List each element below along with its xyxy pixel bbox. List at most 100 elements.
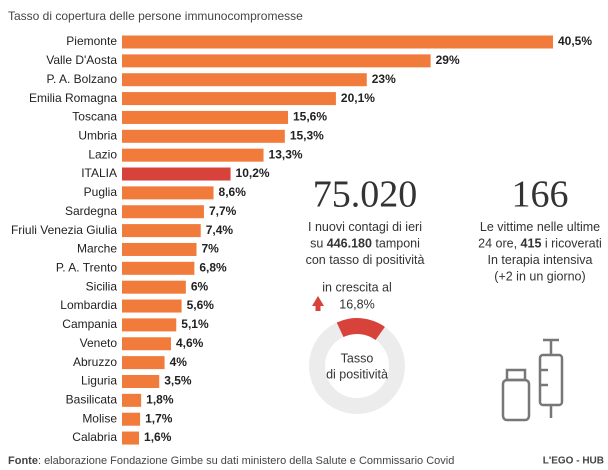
up-arrow bbox=[312, 296, 324, 306]
bar bbox=[122, 35, 553, 49]
bar bbox=[122, 412, 141, 426]
value-label: 7,4% bbox=[206, 223, 234, 237]
gauge-caption: in crescita al bbox=[322, 280, 391, 294]
category-label: Friuli Venezia Giulia bbox=[11, 223, 117, 237]
stat-caption-part: tamponi bbox=[372, 237, 420, 251]
stat-caption-part: In terapia intensiva bbox=[488, 253, 593, 267]
stat-caption-part: con tasso di positività bbox=[306, 253, 425, 267]
category-label: Molise bbox=[82, 411, 117, 425]
stat-caption-part: 415 bbox=[521, 237, 542, 251]
bar bbox=[122, 431, 140, 445]
value-label: 1,7% bbox=[145, 411, 173, 425]
category-label: Piemonte bbox=[66, 34, 117, 48]
category-label: ITALIA bbox=[81, 166, 117, 180]
bar bbox=[122, 92, 336, 106]
stat-caption: Le vittime nelle ultime bbox=[480, 220, 600, 234]
credit: L'EGO - HUB bbox=[543, 456, 604, 467]
bar bbox=[122, 261, 195, 275]
chart-title: Tasso di copertura delle persone immunoc… bbox=[8, 9, 303, 23]
value-label: 10,2% bbox=[236, 166, 270, 180]
gauge-label: Tasso bbox=[341, 351, 374, 365]
bar bbox=[122, 242, 197, 256]
stat-caption: In terapia intensiva bbox=[488, 253, 593, 267]
value-label: 4% bbox=[170, 355, 188, 369]
value-label: 3,5% bbox=[164, 374, 192, 388]
stat-caption: su 446.180 tamponi bbox=[310, 237, 420, 251]
bar bbox=[122, 299, 182, 313]
bar bbox=[122, 73, 367, 87]
category-label: Calabria bbox=[72, 430, 117, 444]
category-label: Liguria bbox=[81, 374, 117, 388]
bar bbox=[122, 224, 201, 238]
bar bbox=[122, 318, 177, 332]
value-label: 20,1% bbox=[341, 91, 375, 105]
stat-caption-part: su bbox=[310, 237, 327, 251]
bar bbox=[122, 337, 171, 351]
category-label: Sardegna bbox=[65, 204, 117, 218]
syringe-icon bbox=[501, 338, 564, 422]
stat-caption: (+2 in un giorno) bbox=[494, 270, 585, 284]
bar bbox=[122, 110, 289, 124]
value-label: 40,5% bbox=[558, 34, 592, 48]
category-label: Umbria bbox=[78, 128, 117, 142]
value-label: 5,1% bbox=[181, 317, 209, 331]
source-label: Fonte bbox=[8, 455, 38, 467]
category-label: Campania bbox=[62, 317, 117, 331]
bar bbox=[122, 393, 142, 407]
value-label: 29% bbox=[436, 53, 460, 67]
bar bbox=[122, 167, 231, 181]
bar bbox=[122, 129, 285, 143]
stat-value: 166 bbox=[512, 174, 569, 216]
gauge-arc bbox=[336, 317, 385, 340]
stat-caption-part: (+2 in un giorno) bbox=[494, 270, 585, 284]
category-label: Puglia bbox=[84, 185, 118, 199]
value-label: 1,8% bbox=[146, 393, 174, 407]
bar bbox=[122, 374, 160, 388]
gauge-value-label: 16,8% bbox=[339, 297, 374, 311]
value-label: 13,3% bbox=[269, 147, 303, 161]
stat-caption-part: i ricoverati bbox=[541, 237, 601, 251]
category-label: Valle D'Aosta bbox=[46, 53, 117, 67]
category-label: Lazio bbox=[88, 147, 117, 161]
category-label: P. A. Bolzano bbox=[47, 72, 118, 86]
up-arrow-stem bbox=[315, 305, 321, 311]
source-text: : elaborazione Fondazione Gimbe su dati … bbox=[38, 455, 454, 467]
category-label: Emilia Romagna bbox=[29, 91, 117, 105]
bar bbox=[122, 186, 214, 200]
bar bbox=[122, 54, 431, 68]
bar bbox=[122, 148, 264, 162]
stat-value: 75.020 bbox=[313, 174, 418, 216]
bar bbox=[122, 280, 186, 294]
stat-caption: con tasso di positività bbox=[306, 253, 425, 267]
value-label: 6,8% bbox=[199, 260, 227, 274]
value-label: 1,6% bbox=[144, 430, 172, 444]
gauge-label: di positività bbox=[326, 367, 388, 381]
value-label: 8,6% bbox=[219, 185, 247, 199]
gauge-ring bbox=[309, 318, 405, 414]
stat-caption-part: 446.180 bbox=[327, 237, 372, 251]
category-label: Lombardia bbox=[60, 298, 117, 312]
bar bbox=[122, 356, 165, 370]
category-label: Toscana bbox=[72, 110, 117, 124]
value-label: 7,7% bbox=[209, 204, 237, 218]
value-label: 15,3% bbox=[290, 128, 324, 142]
stat-caption-part: Le vittime nelle ultime bbox=[480, 220, 600, 234]
value-label: 23% bbox=[372, 72, 396, 86]
stat-caption-part: 24 ore, bbox=[478, 237, 520, 251]
value-label: 7% bbox=[201, 242, 219, 256]
stat-caption: 24 ore, 415 i ricoverati bbox=[478, 237, 602, 251]
source: Fonte: elaborazione Fondazione Gimbe su … bbox=[8, 455, 454, 467]
category-label: Basilicata bbox=[66, 393, 118, 407]
bar bbox=[122, 205, 204, 219]
category-label: Sicilia bbox=[86, 279, 118, 293]
category-label: P. A. Trento bbox=[56, 260, 117, 274]
category-label: Marche bbox=[77, 242, 117, 256]
value-label: 5,6% bbox=[187, 298, 215, 312]
category-label: Veneto bbox=[80, 336, 118, 350]
value-label: 6% bbox=[191, 279, 209, 293]
value-label: 15,6% bbox=[293, 110, 327, 124]
value-label: 4,6% bbox=[176, 336, 204, 350]
stat-caption-part: I nuovi contagi di ieri bbox=[308, 220, 422, 234]
stat-caption: I nuovi contagi di ieri bbox=[308, 220, 422, 234]
